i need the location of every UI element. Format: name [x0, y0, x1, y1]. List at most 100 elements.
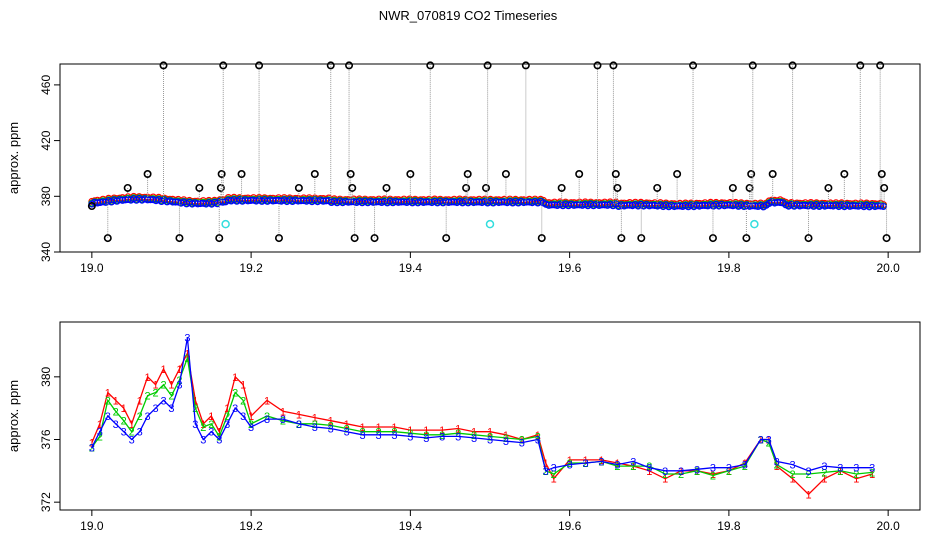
- series-2-point: 2: [152, 388, 158, 400]
- x-tick-label: 19.6: [558, 519, 582, 533]
- x-tick-label: 20.0: [876, 261, 900, 275]
- spike-point: [350, 234, 359, 243]
- series-1-point: 1: [89, 438, 95, 450]
- series-3-point: 3: [487, 435, 493, 447]
- series-1-point: 1: [200, 419, 206, 431]
- series-1-point: 1: [869, 469, 875, 481]
- spike-point: [237, 170, 246, 179]
- series-2-point: 2: [519, 435, 525, 447]
- spike-point: [426, 61, 435, 70]
- x-tick-label: 19.2: [239, 519, 263, 533]
- series-1-point: 1: [152, 380, 158, 392]
- spike-point: [557, 183, 566, 192]
- series-2-point: 2: [774, 460, 780, 472]
- series-2-point: 2: [582, 458, 588, 470]
- spike-point: [804, 234, 813, 243]
- series-2-point: 2: [113, 406, 119, 418]
- series-2-point: 2: [869, 467, 875, 479]
- series-3-point: 3: [129, 435, 135, 447]
- series-2-point: 2: [423, 430, 429, 442]
- spike-point: [255, 61, 264, 70]
- series-1-point: 1: [113, 395, 119, 407]
- spike-point: [617, 234, 626, 243]
- spike-point: [345, 61, 354, 70]
- series-3-point: 3: [264, 414, 270, 426]
- series-3-point: 3: [630, 456, 636, 468]
- series-3-point: 3: [113, 419, 119, 431]
- spike-point: [310, 170, 319, 179]
- spike-point: [876, 61, 885, 70]
- series-3-point: 3: [375, 430, 381, 442]
- series-1-point: 1: [853, 474, 859, 486]
- spike-point: [880, 183, 889, 192]
- spike-point: [215, 234, 224, 243]
- y-axis-label: approx. ppm: [6, 122, 21, 194]
- spike-point: [728, 183, 737, 192]
- series-3-point: 3: [582, 458, 588, 470]
- spike-point: [653, 183, 662, 192]
- x-tick-label: 19.2: [239, 261, 263, 275]
- spike-point: [593, 61, 602, 70]
- series-3-point: 3: [168, 403, 174, 415]
- series-2-point: 2: [662, 469, 668, 481]
- x-tick-label: 19.8: [717, 519, 741, 533]
- spike-point: [326, 61, 335, 70]
- y-tick-label: 460: [39, 75, 53, 95]
- series-3-point: 3: [598, 456, 604, 468]
- series-1-point: 1: [551, 474, 557, 486]
- series-2-line: [91, 355, 873, 477]
- series-2-point: 2: [471, 430, 477, 442]
- series-1-point: 1: [328, 416, 334, 428]
- spike-point: [87, 202, 96, 211]
- series-3-point: 3: [726, 463, 732, 475]
- series-1-point: 1: [567, 455, 573, 467]
- series-3-point: 3: [869, 463, 875, 475]
- series-3-point: 3: [216, 435, 222, 447]
- top-chart-panel: 19.0 19.2 19.4 19.6 19.8 20.0 340 380 420 460 appr…: [6, 61, 921, 275]
- series-1-point: 1: [407, 425, 413, 437]
- spike-point: [175, 234, 184, 243]
- plot-frame: [59, 321, 921, 511]
- spike-point: [748, 61, 757, 70]
- series-3-point: 3: [145, 411, 151, 423]
- series-3-point: 3: [790, 460, 796, 472]
- series-2-point: 2: [296, 419, 302, 431]
- y-axis-label: approx. ppm: [6, 380, 21, 452]
- series-2-point: 2: [224, 411, 230, 423]
- series-3-point: 3: [503, 436, 509, 448]
- spike-point: [856, 61, 865, 70]
- series-1-point: 1: [694, 466, 700, 478]
- series-1-point: 1: [678, 466, 684, 478]
- series-3-point: 3: [97, 427, 103, 439]
- spike-point: [195, 183, 204, 192]
- series-2-point: 2: [805, 469, 811, 481]
- series-2-point: 2: [360, 427, 366, 439]
- series-3-point: 3: [137, 427, 143, 439]
- plot-frame: [59, 63, 921, 253]
- cyan-point: [485, 219, 495, 229]
- spike-point: [294, 183, 303, 192]
- series-2-point: 2: [248, 419, 254, 431]
- spike-point: [406, 170, 415, 179]
- series-3-point: 3: [312, 422, 318, 434]
- series-1-point: 1: [312, 413, 318, 425]
- series-3-point: 3: [551, 463, 557, 475]
- series-2-point: 2: [129, 427, 135, 439]
- series-2-point: 2: [145, 391, 151, 403]
- series-2-point: 2: [837, 466, 843, 478]
- spike-point: [462, 183, 471, 192]
- series-2-point: 2: [328, 420, 334, 432]
- series-3-point: 3: [535, 435, 541, 447]
- series-2-point: 2: [344, 424, 350, 436]
- series-2-point: 2: [694, 466, 700, 478]
- series-1-point: 1: [145, 372, 151, 384]
- series-1-point: 1: [455, 424, 461, 436]
- series-2-point: 2: [790, 469, 796, 481]
- series-2-point: 2: [407, 428, 413, 440]
- series-2-point: 2: [853, 469, 859, 481]
- series-2-point: 2: [89, 442, 95, 454]
- spike-point: [745, 183, 754, 192]
- series-1-point: 1: [726, 466, 732, 478]
- spike-point: [143, 170, 152, 179]
- spike-point: [689, 61, 698, 70]
